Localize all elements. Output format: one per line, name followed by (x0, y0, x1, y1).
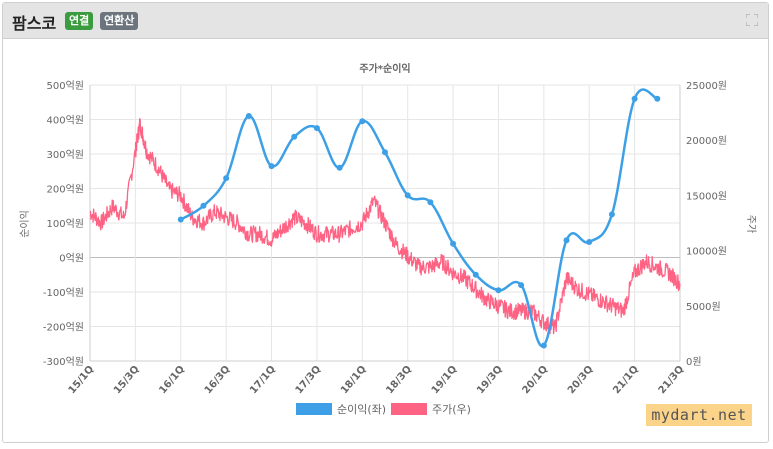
profit-data-point[interactable] (291, 133, 298, 140)
profit-data-point[interactable] (404, 192, 411, 199)
profit-data-point[interactable] (359, 118, 366, 125)
profit-data-point[interactable] (608, 211, 615, 218)
y-axis-left-label: 순이익 (19, 210, 31, 238)
card-header: 팜스코 연결 연환산 (3, 3, 768, 39)
profit-data-point[interactable] (336, 164, 343, 171)
profit-data-point[interactable] (268, 163, 275, 170)
profit-data-point[interactable] (177, 216, 184, 223)
profit-series-line (180, 88, 658, 348)
legend-swatch-price (391, 403, 427, 415)
profit-data-point[interactable] (382, 149, 388, 156)
y-axis-left: 500억원 400억원 300억원 200억원 100억원 0억원 -100억원 -200억원… (43, 80, 84, 368)
company-title: 팜스코 (12, 14, 57, 33)
profit-data-point[interactable] (200, 202, 207, 209)
profit-data-point[interactable] (495, 287, 502, 294)
legend-label-profit[interactable]: 순이익(좌) (337, 403, 386, 416)
profit-data-point[interactable] (313, 125, 320, 132)
y-axis-right: 25000원 20000원 15000원 10000원 5000원 0원 (686, 80, 727, 368)
y-axis-right-label: 주가 (745, 215, 757, 233)
x-tick-label: 20/3Q (566, 364, 596, 396)
x-tick-label: 21/1Q (611, 364, 641, 396)
profit-data-point[interactable] (654, 95, 661, 102)
profit-data-point[interactable] (245, 113, 252, 120)
profit-data-point[interactable] (631, 95, 638, 102)
watermark: mydart.net (646, 404, 752, 426)
x-tick-label: 18/3Q (384, 364, 414, 396)
x-tick-label: 16/3Q (203, 364, 233, 396)
x-tick-label: 18/1Q (339, 364, 369, 396)
x-tick-label: 21/3Q (657, 364, 687, 396)
y-left-tick-label: -200억원 (43, 322, 84, 334)
y-right-tick-label: 0원 (686, 356, 702, 368)
profit-data-point[interactable] (540, 342, 547, 349)
x-axis: 15/1Q 15/3Q 16/1Q 16/3Q 17/1Q 17/3Q 18/1Q 18/3Q… (67, 364, 687, 396)
x-tick-label: 19/3Q (475, 364, 505, 396)
series-layer (89, 88, 681, 349)
profit-data-point[interactable] (518, 282, 525, 289)
legend[interactable]: 순이익(좌) 주가(우) (296, 403, 471, 416)
profit-data-point[interactable] (563, 237, 570, 244)
y-left-tick-label: 200억원 (47, 184, 85, 196)
y-left-tick-label: 500억원 (47, 80, 85, 92)
x-tick-label: 15/3Q (112, 364, 142, 396)
y-left-tick-label: -100억원 (43, 287, 84, 299)
x-tick-label: 17/1Q (248, 364, 278, 396)
y-left-tick-label: 300억원 (47, 149, 85, 161)
x-tick-label: 16/1Q (157, 364, 187, 396)
profit-data-point[interactable] (450, 240, 457, 247)
y-right-tick-label: 15000원 (686, 190, 727, 202)
profit-data-point[interactable] (472, 271, 479, 278)
x-tick-label: 17/3Q (294, 364, 324, 396)
price-series-line (89, 118, 681, 335)
x-tick-label: 15/1Q (67, 364, 97, 396)
y-left-tick-label: 400억원 (47, 115, 85, 127)
legend-label-price[interactable]: 주가(우) (432, 403, 471, 416)
consolidated-badge[interactable]: 연결 (65, 12, 94, 30)
x-tick-label: 19/1Q (430, 364, 460, 396)
annualized-badge[interactable]: 연환산 (100, 12, 139, 30)
y-right-tick-label: 10000원 (686, 246, 727, 258)
y-right-tick-label: 5000원 (686, 301, 721, 313)
profit-data-point[interactable] (223, 175, 230, 182)
profit-data-point[interactable] (586, 238, 593, 245)
y-left-tick-label: -300억원 (43, 356, 84, 368)
y-right-tick-label: 20000원 (686, 135, 727, 147)
y-left-tick-label: 100억원 (47, 218, 85, 230)
profit-data-point[interactable] (427, 199, 434, 206)
chart-title: 주가*순이익 (359, 62, 410, 75)
y-right-tick-label: 25000원 (686, 80, 727, 92)
y-left-tick-label: 0억원 (59, 253, 84, 265)
legend-swatch-profit (296, 403, 332, 415)
x-tick-label: 20/1Q (520, 364, 550, 396)
